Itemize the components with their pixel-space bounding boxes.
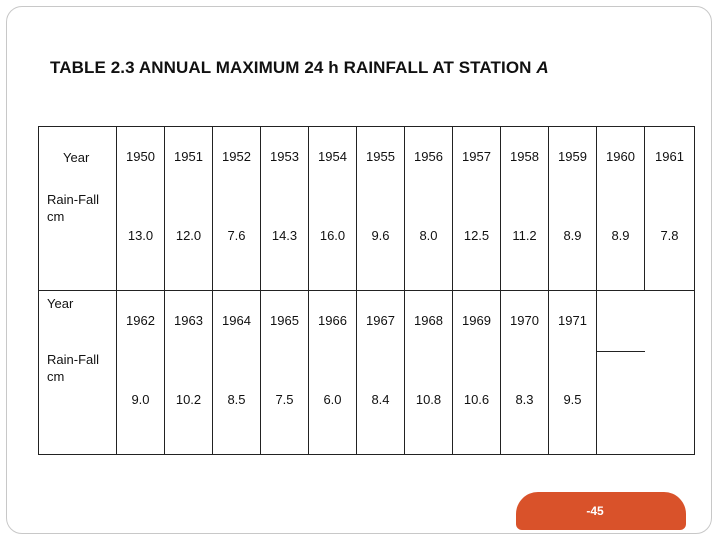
rainfall-value: 13.0	[127, 228, 154, 243]
year-value: 1954	[318, 149, 347, 164]
rainfall-value: 8.4	[371, 392, 390, 407]
rainfall-value: 10.8	[415, 392, 442, 407]
title-text: TABLE 2.3 ANNUAL MAXIMUM 24 h RAINFALL A…	[50, 58, 532, 77]
rainfall-value: 8.3	[515, 392, 534, 407]
year-value: 1963	[174, 313, 203, 328]
table-cell: 1958 11.2	[500, 126, 549, 291]
table-cell: 1964 8.5	[212, 290, 261, 455]
table-cell: 1965 7.5	[260, 290, 309, 455]
rainfall-label-text: Rain-Fall	[47, 352, 100, 367]
table-cell: 1962 9.0	[116, 290, 165, 455]
table-title: TABLE 2.3 ANNUAL MAXIMUM 24 h RAINFALL A…	[50, 58, 549, 78]
table-cell: 1959 8.9	[548, 126, 597, 291]
rainfall-value: 9.6	[371, 228, 390, 243]
year-value: 1968	[414, 313, 443, 328]
table-cell: 1968 10.8	[404, 290, 453, 455]
year-value: 1953	[270, 149, 299, 164]
year-value: 1964	[222, 313, 251, 328]
rainfall-value: 16.0	[319, 228, 346, 243]
rainfall-value: 7.5	[275, 392, 294, 407]
page-number: -45	[586, 504, 604, 518]
year-value: 1961	[655, 149, 684, 164]
rainfall-value: 8.9	[563, 228, 582, 243]
rainfall-value: 8.9	[611, 228, 630, 243]
table-cell: 1969 10.6	[452, 290, 501, 455]
rainfall-value: 6.0	[323, 392, 342, 407]
year-value: 1958	[510, 149, 539, 164]
row-label-cell: Year Rain-Fall cm	[38, 126, 117, 291]
table-cell: 1955 9.6	[356, 126, 405, 291]
year-value: 1967	[366, 313, 395, 328]
rainfall-value: 8.5	[227, 392, 246, 407]
year-value: 1959	[558, 149, 587, 164]
row-label-cell: Year Rain-Fall cm	[38, 290, 117, 455]
year-value: 1971	[558, 313, 587, 328]
table-cell: 1970 8.3	[500, 290, 549, 455]
page-number-badge: -45	[516, 492, 686, 530]
rainfall-value: 12.0	[175, 228, 202, 243]
year-value: 1970	[510, 313, 539, 328]
year-value: 1955	[366, 149, 395, 164]
table-cell: 1954 16.0	[308, 126, 357, 291]
year-label: Year	[63, 150, 90, 165]
year-value: 1965	[270, 313, 299, 328]
year-label: Year	[47, 296, 74, 311]
year-value: 1950	[126, 149, 155, 164]
rainfall-unit: cm	[47, 209, 65, 224]
year-value: 1957	[462, 149, 491, 164]
rainfall-label: Rain-Fall cm	[47, 191, 99, 225]
station-name: A	[536, 58, 549, 77]
year-value: 1966	[318, 313, 347, 328]
year-value: 1960	[606, 149, 635, 164]
table-cell: 1963 10.2	[164, 290, 213, 455]
table-cell: 1971 9.5	[548, 290, 597, 455]
rainfall-value: 8.0	[419, 228, 438, 243]
year-value: 1969	[462, 313, 491, 328]
rainfall-value: 14.3	[271, 228, 298, 243]
table-cell: 1956 8.0	[404, 126, 453, 291]
table-cell: 1950 13.0	[116, 126, 165, 291]
table-cell: 1967 8.4	[356, 290, 405, 455]
empty-cell-divider	[597, 291, 645, 352]
empty-block	[596, 290, 695, 455]
table-cell: 1951 12.0	[164, 126, 213, 291]
table-row-block-2: Year Rain-Fall cm 1962 9.0 1963 10.2 1964 8…	[38, 290, 695, 455]
year-value: 1951	[174, 149, 203, 164]
table-cell: 1957 12.5	[452, 126, 501, 291]
table-cell: 1953 14.3	[260, 126, 309, 291]
rainfall-value: 11.2	[512, 228, 537, 243]
table-row-block-1: Year Rain-Fall cm 1950 13.0 1951 12.0 1952…	[38, 126, 695, 291]
table-cell: 1961 7.8	[644, 126, 695, 291]
rainfall-value: 9.5	[563, 392, 582, 407]
table-cell: 1952 7.6	[212, 126, 261, 291]
rainfall-value: 7.8	[660, 228, 679, 243]
table-cell: 1960 8.9	[596, 126, 645, 291]
rainfall-unit: cm	[47, 369, 65, 384]
table-cell: 1966 6.0	[308, 290, 357, 455]
year-value: 1956	[414, 149, 443, 164]
rainfall-value: 10.2	[175, 392, 202, 407]
rainfall-value: 12.5	[463, 228, 490, 243]
rainfall-label: Rain-Fall cm	[47, 351, 99, 385]
rainfall-value: 9.0	[131, 392, 150, 407]
rainfall-table: Year Rain-Fall cm 1950 13.0 1951 12.0 1952…	[38, 126, 695, 455]
rainfall-value: 7.6	[227, 228, 246, 243]
slide-frame	[6, 6, 712, 534]
year-value: 1962	[126, 313, 155, 328]
rainfall-label-text: Rain-Fall	[47, 192, 100, 207]
year-value: 1952	[222, 149, 251, 164]
rainfall-value: 10.6	[463, 392, 490, 407]
